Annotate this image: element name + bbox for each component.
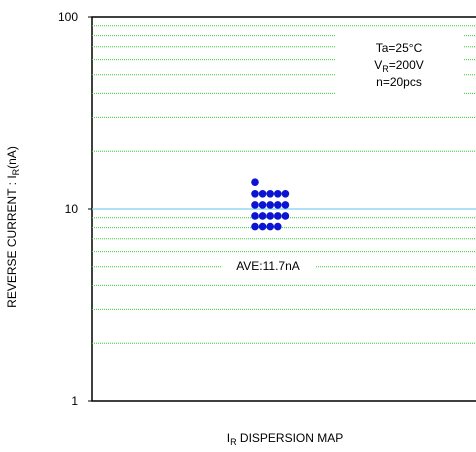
data-point — [251, 212, 259, 220]
data-point — [258, 201, 267, 209]
conditions-background — [336, 34, 464, 100]
y-tick-label: 10 — [65, 202, 79, 216]
data-point — [258, 212, 267, 220]
data-point — [266, 212, 275, 220]
data-point — [266, 222, 275, 231]
y-axis-ticks: 1 10 100 — [58, 10, 92, 408]
data-points — [251, 178, 290, 231]
data-point — [274, 222, 282, 231]
data-point — [281, 212, 290, 220]
data-point — [266, 189, 275, 198]
average-annotation: AVE:11.7nA — [222, 256, 316, 274]
data-point — [258, 189, 267, 198]
data-point — [251, 222, 259, 231]
data-point — [251, 201, 259, 209]
y-tick-label: 1 — [71, 394, 78, 408]
y-tick-label: 100 — [58, 10, 78, 24]
condition-line: n=20pcs — [376, 75, 422, 89]
data-point — [274, 189, 282, 198]
data-point — [274, 201, 282, 209]
data-point — [281, 189, 290, 198]
condition-line: VR=200V — [374, 58, 424, 74]
data-point — [258, 222, 267, 231]
y-axis-label: REVERSE CURRENT : IR(nA) — [5, 146, 21, 308]
x-axis-label: IR DISPERSION MAP — [227, 431, 344, 447]
average-label-background — [222, 256, 316, 274]
average-label: AVE:11.7nA — [236, 259, 300, 273]
data-point — [274, 212, 282, 220]
data-point — [251, 178, 259, 186]
data-point — [266, 201, 275, 209]
condition-line: Ta=25°C — [376, 41, 423, 55]
data-point — [281, 201, 290, 209]
data-point — [251, 189, 259, 198]
